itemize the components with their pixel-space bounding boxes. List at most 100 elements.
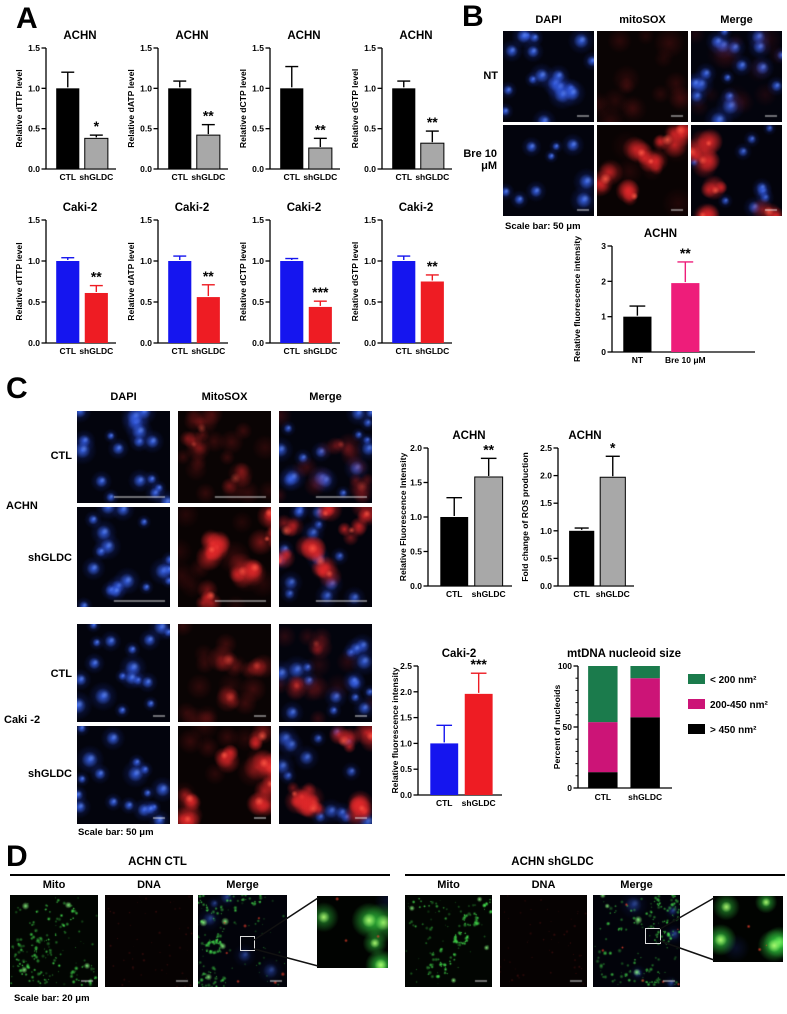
- d-right-rule: [405, 874, 785, 876]
- svg-text:0.5: 0.5: [140, 297, 152, 307]
- chart-svg: ACHN Relative dATP level 0.0 0.5 1.0 1.5 CTL **…: [126, 30, 228, 182]
- micro-c-caki2-ctl-mitosox: [178, 624, 271, 722]
- svg-text:Relative dTTP level: Relative dTTP level: [14, 242, 24, 320]
- svg-text:Relative dATP level: Relative dATP level: [126, 69, 136, 148]
- d-right-col-merge: Merge: [620, 879, 653, 891]
- svg-text:CTL: CTL: [283, 346, 300, 356]
- svg-text:CTL: CTL: [436, 798, 453, 808]
- svg-text:0.5: 0.5: [252, 297, 264, 307]
- svg-text:1.5: 1.5: [364, 43, 376, 53]
- svg-text:**: **: [203, 268, 214, 284]
- svg-text:3: 3: [601, 241, 606, 251]
- svg-text:ACHN: ACHN: [63, 30, 96, 42]
- svg-text:*: *: [610, 439, 616, 455]
- svg-text:0.0: 0.0: [400, 790, 412, 800]
- d-right-title: ACHN shGLDC: [511, 856, 594, 868]
- chart-c-achn-ros: ACHN Fold change of ROS production 0.0 0.5 1…: [518, 424, 658, 606]
- svg-text:shGLDC: shGLDC: [79, 346, 113, 356]
- svg-text:0.0: 0.0: [540, 581, 552, 591]
- chart-svg: Caki-2 Relative dCTP level 0.0 0.5 1.0 1.5 CTL…: [238, 202, 340, 356]
- micro-b-nt-dapi: [503, 31, 594, 122]
- panel-c-label: C: [6, 372, 28, 405]
- svg-text:Relative fluorescence intensit: Relative fluorescence intensity: [390, 667, 400, 793]
- svg-text:CTL: CTL: [283, 172, 300, 182]
- c-top-col-merge: Merge: [309, 391, 342, 403]
- svg-text:0.5: 0.5: [540, 553, 552, 563]
- chart-achn-datp: ACHN Relative dATP level 0.0 0.5 1.0 1.5 CTL **…: [124, 26, 234, 188]
- chart-caki2-dttp: Caki-2 Relative dTTP level 0.0 0.5 1.0 1.5 CTL…: [12, 196, 122, 364]
- svg-text:Fold change of ROS production: Fold change of ROS production: [520, 452, 530, 581]
- d-left-col-dna: DNA: [137, 879, 161, 891]
- micro-b-nt-mitosox: [597, 31, 688, 122]
- svg-text:1.0: 1.0: [364, 83, 376, 93]
- d-shgldc-roi-box: [645, 928, 661, 944]
- svg-text:Relative dCTP level: Relative dCTP level: [238, 242, 248, 321]
- svg-text:1.0: 1.0: [140, 83, 152, 93]
- svg-text:shGLDC: shGLDC: [472, 589, 506, 599]
- svg-text:Caki-2: Caki-2: [399, 202, 434, 214]
- svg-text:Relative dTTP level: Relative dTTP level: [14, 69, 24, 147]
- svg-text:0: 0: [567, 783, 572, 793]
- micro-c-caki2-ctl-merge: [279, 624, 372, 722]
- micro-d-ctl-dna: [105, 895, 193, 987]
- micro-d-ctl-merge: [198, 895, 287, 987]
- svg-text:1.5: 1.5: [364, 215, 376, 225]
- c-top-row-shgldc: shGLDC: [28, 552, 72, 564]
- svg-text:1.0: 1.0: [28, 83, 40, 93]
- svg-text:ACHN: ACHN: [644, 228, 677, 240]
- svg-text:Caki-2: Caki-2: [175, 202, 210, 214]
- svg-text:1.5: 1.5: [540, 498, 552, 508]
- svg-text:0.5: 0.5: [28, 297, 40, 307]
- svg-text:ACHN: ACHN: [452, 430, 485, 442]
- svg-text:< 200 nm²: < 200 nm²: [710, 675, 757, 686]
- svg-text:0.0: 0.0: [140, 338, 152, 348]
- b-col-dapi: DAPI: [535, 14, 562, 26]
- svg-text:shGLDC: shGLDC: [191, 346, 225, 356]
- svg-text:1.0: 1.0: [364, 256, 376, 266]
- micro-c-achn-ctl-dapi: [77, 411, 170, 503]
- svg-text:Relative Fluorescence Intensit: Relative Fluorescence Intensity: [398, 453, 408, 582]
- svg-text:Caki-2: Caki-2: [442, 648, 477, 660]
- svg-text:1.5: 1.5: [28, 215, 40, 225]
- svg-text:0.0: 0.0: [364, 164, 376, 174]
- svg-text:Caki-2: Caki-2: [63, 202, 98, 214]
- b-row-bre: Bre 10 μM: [463, 148, 497, 172]
- svg-text:CTL: CTL: [59, 172, 76, 182]
- b-scale-bar-note: Scale bar: 50 μm: [505, 221, 581, 232]
- svg-text:**: **: [680, 245, 691, 261]
- svg-text:1.5: 1.5: [252, 215, 264, 225]
- svg-text:1.5: 1.5: [140, 215, 152, 225]
- b-col-merge: Merge: [720, 14, 753, 26]
- svg-text:***: ***: [471, 656, 488, 672]
- svg-text:Relative dGTP level: Relative dGTP level: [350, 242, 360, 322]
- micro-d-shgldc-inset: [713, 896, 783, 962]
- panel-b-label: B: [462, 0, 484, 33]
- svg-text:CTL: CTL: [573, 589, 590, 599]
- svg-text:1.5: 1.5: [400, 713, 412, 723]
- panel-d-label: D: [6, 840, 28, 873]
- c-top-col-mitosox: MitoSOX: [201, 391, 248, 403]
- chart-svg: ACHN Relative dTTP level 0.0 0.5 1.0 1.5 CTL * s…: [14, 30, 116, 182]
- micro-c-achn-ctl-mitosox: [178, 411, 271, 503]
- chart-svg: ACHN Fold change of ROS production 0.0 0.5 1…: [520, 430, 634, 599]
- d-right-col-dna: DNA: [531, 879, 556, 891]
- micro-b-bre-dapi: [503, 125, 594, 216]
- micro-c-achn-shgldc-mitosox: [178, 507, 271, 607]
- svg-text:1.5: 1.5: [252, 43, 264, 53]
- micro-d-ctl-mito: [10, 895, 98, 987]
- svg-text:2: 2: [601, 276, 606, 286]
- svg-text:1.5: 1.5: [140, 43, 152, 53]
- svg-text:**: **: [315, 121, 326, 137]
- svg-text:0.5: 0.5: [140, 124, 152, 134]
- chart-b-achn-fluorescence: ACHN Relative fluorescence intensity 0 1 2 3 N…: [570, 226, 775, 374]
- svg-text:2.0: 2.0: [400, 687, 412, 697]
- chart-achn-dgtp: ACHN Relative dGTP level 0.0 0.5 1.0 1.5 CTL **…: [348, 26, 458, 188]
- svg-text:CTL: CTL: [446, 589, 463, 599]
- svg-text:shGLDC: shGLDC: [79, 172, 113, 182]
- svg-text:1.5: 1.5: [410, 478, 422, 488]
- svg-text:1.5: 1.5: [28, 43, 40, 53]
- chart-caki2-datp: Caki-2 Relative dATP level 0.0 0.5 1.0 1.5 CTL…: [124, 196, 234, 364]
- c-bottom-row-shgldc: shGLDC: [28, 768, 72, 780]
